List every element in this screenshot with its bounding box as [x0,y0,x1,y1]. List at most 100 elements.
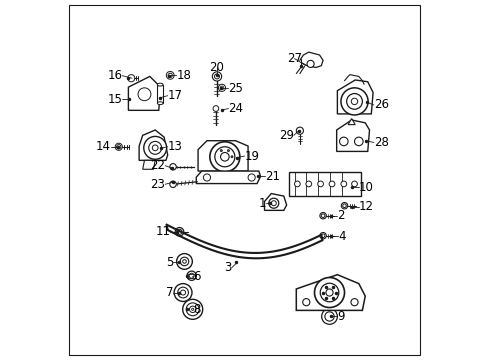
Circle shape [340,88,367,115]
Ellipse shape [157,102,163,105]
Polygon shape [296,275,365,310]
Text: 27: 27 [286,52,302,65]
Circle shape [186,303,199,316]
Circle shape [227,149,229,152]
Circle shape [169,163,176,170]
Circle shape [321,309,337,324]
Polygon shape [142,160,155,169]
Polygon shape [196,171,260,184]
Text: 10: 10 [358,181,373,194]
Circle shape [342,204,346,207]
Text: 12: 12 [358,200,373,213]
Circle shape [138,88,151,101]
Text: 25: 25 [228,82,243,95]
Circle shape [183,299,203,319]
Circle shape [180,290,185,295]
Circle shape [152,145,158,151]
Circle shape [306,60,313,67]
Text: 29: 29 [278,129,293,142]
Circle shape [214,147,234,167]
Circle shape [189,273,194,278]
Circle shape [325,289,332,296]
Polygon shape [337,80,372,114]
Polygon shape [128,76,160,111]
Circle shape [350,98,357,105]
Circle shape [346,94,362,109]
Circle shape [317,181,323,187]
Circle shape [213,106,218,111]
Circle shape [302,298,309,306]
Circle shape [314,278,344,307]
Circle shape [220,149,222,152]
Text: 16: 16 [107,69,122,82]
Circle shape [212,72,221,81]
Circle shape [340,181,346,187]
Text: 18: 18 [176,69,191,82]
Circle shape [220,153,229,161]
Text: 13: 13 [167,140,182,153]
Circle shape [350,298,357,306]
Text: 4: 4 [337,230,345,243]
Text: 11: 11 [155,225,170,238]
Circle shape [186,271,196,280]
Circle shape [339,137,347,146]
Circle shape [218,84,225,91]
Bar [157,85,163,103]
Text: 28: 28 [373,136,388,149]
Circle shape [319,233,325,239]
Text: 3: 3 [224,261,231,274]
Circle shape [296,127,303,134]
Circle shape [268,198,278,208]
Circle shape [294,181,300,187]
Text: 15: 15 [107,93,122,106]
Text: 6: 6 [193,270,201,283]
Text: 9: 9 [337,310,344,323]
Circle shape [321,214,324,217]
Circle shape [214,74,219,79]
Text: 17: 17 [167,89,183,102]
Circle shape [320,283,338,302]
Circle shape [116,145,121,149]
Text: 19: 19 [244,149,259,163]
Circle shape [341,203,347,209]
Text: 5: 5 [165,256,173,269]
Text: 23: 23 [150,178,165,191]
Polygon shape [347,118,354,125]
Circle shape [177,287,188,298]
Text: 22: 22 [150,159,165,172]
Circle shape [175,228,183,236]
Circle shape [115,143,122,150]
Bar [288,172,360,196]
Circle shape [148,141,162,154]
Circle shape [180,257,188,266]
Circle shape [271,201,276,206]
Text: 14: 14 [95,140,110,153]
Circle shape [230,156,233,158]
Text: 8: 8 [193,303,201,316]
Polygon shape [336,120,369,152]
Circle shape [354,137,363,146]
Circle shape [321,234,324,238]
Circle shape [189,306,196,312]
Text: 7: 7 [165,286,173,299]
Circle shape [209,142,240,172]
Polygon shape [166,225,322,258]
Circle shape [247,174,255,181]
Circle shape [183,260,186,263]
Text: 26: 26 [373,99,388,112]
Circle shape [127,75,135,82]
Circle shape [177,229,182,234]
Circle shape [319,212,325,219]
Ellipse shape [157,83,163,86]
Text: 24: 24 [228,102,243,115]
Circle shape [324,312,333,321]
Text: 20: 20 [209,61,224,74]
Text: 1: 1 [258,197,265,210]
Circle shape [351,181,357,187]
Circle shape [169,181,176,188]
Text: 2: 2 [337,209,344,222]
Circle shape [203,174,210,181]
Circle shape [305,181,311,187]
Circle shape [174,284,192,301]
Circle shape [191,308,193,310]
